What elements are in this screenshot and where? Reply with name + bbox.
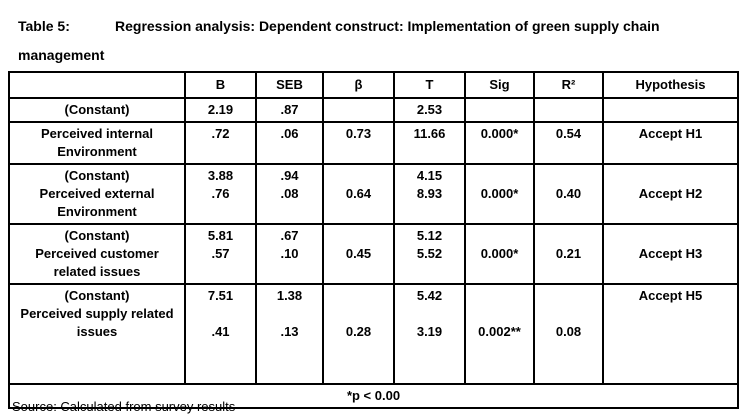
value-cell: 4.15 8.93 (393, 163, 466, 225)
source-note: Source: Calculated from survey results (12, 399, 236, 414)
value-cell: .87 (255, 97, 324, 123)
value-cell: 2.53 (393, 97, 466, 123)
value-cell: 0.000* (464, 223, 535, 285)
table-row: (Constant) Perceived customer related issu… (8, 223, 739, 285)
footnote-cell: *p < 0.00 (8, 383, 739, 409)
value-cell: 0.54 (533, 121, 604, 165)
value-cell: Accept H2 (602, 163, 739, 225)
value-cell: 0.28 (322, 283, 395, 385)
value-cell: 0.45 (322, 223, 395, 285)
regression-table: B SEB β T Sig R² Hypothesis (Constant) 2.19.87 2… (8, 71, 739, 409)
value-cell: 0.000* (464, 121, 535, 165)
value-cell: Accept H5 (602, 283, 739, 385)
table-header-row: B SEB β T Sig R² Hypothesis (8, 71, 739, 99)
predictor-cell: Perceived internal Environment (8, 121, 186, 165)
value-cell: 0.73 (322, 121, 395, 165)
value-cell: .67.10 (255, 223, 324, 285)
value-cell (602, 97, 739, 123)
value-cell: 0.08 (533, 283, 604, 385)
predictor-cell: (Constant) Perceived external Environment (8, 163, 186, 225)
predictor-cell: (Constant) Perceived customer related issu… (8, 223, 186, 285)
value-cell: 0.40 (533, 163, 604, 225)
value-cell: 5.42 3.19 (393, 283, 466, 385)
value-cell: .06 (255, 121, 324, 165)
value-cell: 5.12 5.52 (393, 223, 466, 285)
column-header (8, 71, 186, 99)
value-cell (464, 97, 535, 123)
value-cell: 1.38.13 (255, 283, 324, 385)
table-row: (Constant) Perceived external Environment 3… (8, 163, 739, 225)
table-row: (Constant) Perceived supply related issues… (8, 283, 739, 385)
column-header: Hypothesis (602, 71, 739, 99)
value-cell: 0.002** (464, 283, 535, 385)
value-cell (322, 97, 395, 123)
predictor-cell: (Constant) (8, 97, 186, 123)
predictor-cell: (Constant) Perceived supply related issues (8, 283, 186, 385)
value-cell: 11.66 (393, 121, 466, 165)
column-header: T (393, 71, 466, 99)
value-cell: 3.88.76 (184, 163, 257, 225)
table-title-line1: Table 5: Regression analysis: Dependent c… (18, 12, 718, 41)
value-cell: Accept H3 (602, 223, 739, 285)
table-title-line2: management (18, 47, 105, 63)
column-header: R² (533, 71, 604, 99)
value-cell: .72 (184, 121, 257, 165)
column-header: Sig (464, 71, 535, 99)
value-cell: 5.81.57 (184, 223, 257, 285)
table-number-label: Table 5: (18, 18, 70, 34)
value-cell: 0.21 (533, 223, 604, 285)
column-header: β (322, 71, 395, 99)
table-row: Perceived internal Environment .72.06 0.73 1… (8, 121, 739, 165)
value-cell: 0.000* (464, 163, 535, 225)
table-title: Table 5: Regression analysis: Dependent c… (18, 12, 718, 70)
value-cell: 0.64 (322, 163, 395, 225)
value-cell: Accept H1 (602, 121, 739, 165)
table-title-text: Regression analysis: Dependent construct… (115, 18, 660, 34)
table-body: (Constant) 2.19.87 2.53 Perceived internal E… (8, 97, 739, 409)
column-header: SEB (255, 71, 324, 99)
column-header: B (184, 71, 257, 99)
value-cell: 2.19 (184, 97, 257, 123)
value-cell: 7.51.41 (184, 283, 257, 385)
footnote-row: *p < 0.00 (8, 383, 739, 409)
table-row: (Constant) 2.19.87 2.53 (8, 97, 739, 123)
value-cell (533, 97, 604, 123)
value-cell: .94.08 (255, 163, 324, 225)
